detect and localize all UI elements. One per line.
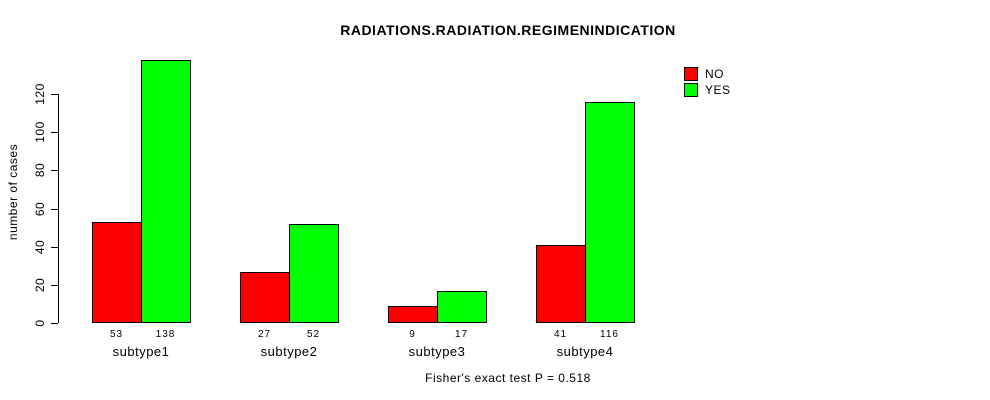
legend-label: NO	[705, 67, 724, 81]
y-tick	[51, 247, 58, 248]
bar-no-subtype1	[92, 222, 142, 323]
y-tick	[51, 94, 58, 95]
chart-title: RADIATIONS.RADIATION.REGIMENINDICATION	[340, 22, 676, 38]
y-tick-label: 20	[33, 277, 47, 293]
legend-item-no: NO	[684, 66, 731, 82]
fisher-test-annotation: Fisher's exact test P = 0.518	[425, 371, 591, 385]
y-axis-label: number of cases	[6, 143, 20, 241]
bar-value-label: 17	[454, 329, 469, 340]
bar-value-label: 138	[155, 329, 176, 340]
y-tick-label: 120	[33, 83, 47, 105]
bar-value-label: 52	[306, 329, 321, 340]
y-tick	[51, 132, 58, 133]
bar-yes-subtype1	[141, 60, 191, 323]
bar-value-label: 41	[553, 329, 568, 340]
y-tick-label: 40	[33, 239, 47, 255]
bar-value-label: 53	[109, 329, 124, 340]
bar-no-subtype4	[536, 245, 586, 323]
y-tick	[51, 285, 58, 286]
bar-value-label: 9	[409, 329, 416, 340]
bar-yes-subtype2	[289, 224, 339, 323]
y-tick-label: 0	[33, 319, 47, 327]
y-axis-line	[58, 94, 59, 323]
bar-yes-subtype4	[585, 102, 635, 323]
y-tick	[51, 323, 58, 324]
bar-no-subtype3	[388, 306, 438, 323]
bar-value-label: 116	[600, 329, 619, 340]
legend-label: YES	[705, 83, 731, 97]
bar-no-subtype2	[240, 272, 290, 323]
bar-yes-subtype3	[437, 291, 487, 323]
x-category-label: subtype3	[408, 344, 466, 359]
legend: NO YES	[684, 66, 731, 98]
y-tick-label: 60	[33, 201, 47, 217]
y-tick	[51, 209, 58, 210]
x-category-label: subtype2	[260, 344, 318, 359]
legend-swatch-no	[684, 67, 698, 81]
y-tick	[51, 170, 58, 171]
y-tick-label: 100	[33, 121, 47, 143]
y-tick-label: 80	[33, 162, 47, 178]
x-category-label: subtype1	[112, 344, 170, 359]
x-category-label: subtype4	[556, 344, 614, 359]
legend-swatch-yes	[684, 83, 698, 97]
bar-value-label: 27	[257, 329, 272, 340]
legend-item-yes: YES	[684, 82, 731, 98]
